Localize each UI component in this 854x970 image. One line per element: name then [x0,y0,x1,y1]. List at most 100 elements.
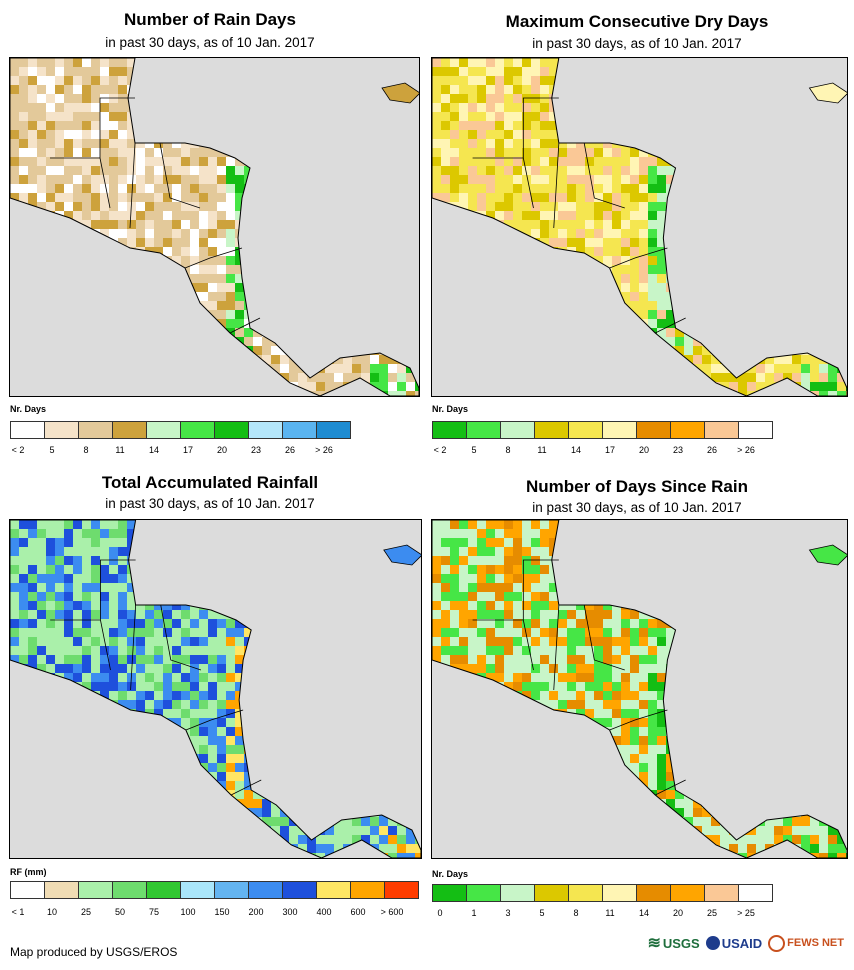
legend-swatch [215,422,249,438]
legend-tick-label: 400 [316,907,332,917]
legend-tick-label: 23 [250,445,262,455]
panel-title: Number of Rain Days [124,10,296,29]
jamaica-island [381,82,419,104]
legend-tick-label: 200 [248,907,264,917]
partner-logos: ≋ USGS USAID FEWS NET [647,933,844,953]
coastline [432,58,847,396]
land-grid [10,520,421,858]
panel-consecutive-dry-days: Maximum Consecutive Dry Days in past 30 … [427,0,848,460]
legend-colorbar [432,421,773,439]
legend-swatch [215,882,249,898]
coastline [10,520,421,858]
panel-accumulated-rainfall: Total Accumulated Rainfall in past 30 da… [0,465,422,925]
map-area [9,519,422,859]
usaid-seal-icon [705,936,720,950]
legend-swatch [113,422,147,438]
legend-swatch [45,422,79,438]
legend-tick-label: 20 [216,445,228,455]
legend-swatch [671,885,705,901]
map-area [431,519,848,859]
legend-tick-label: 14 [638,908,650,918]
legend-tick-label: 23 [672,445,684,455]
panel-title: Maximum Consecutive Dry Days [505,12,769,31]
map-area [431,57,848,397]
fewsnet-logo: FEWS NET [768,934,844,952]
legend-swatch [113,882,147,898]
legend-swatch [603,885,637,901]
legend-tick-label: 20 [638,445,650,455]
legend-tick-label: > 25 [737,908,755,918]
panel-subtitle: in past 30 days, as of 10 Jan. 2017 [105,496,315,511]
country-borders [50,97,261,334]
legend-swatch [181,422,215,438]
legend-swatch [351,882,385,898]
legend-tick-label: > 600 [380,907,404,917]
legend-tick-label: 8 [83,445,89,455]
legend-tick-label: 20 [672,908,684,918]
legend-tick-label: 26 [706,445,718,455]
panel-title: Number of Days Since Rain [525,477,748,496]
legend-tick-label: > 26 [315,445,333,455]
legend-swatch [181,882,215,898]
legend-tick-label: < 2 [11,445,25,455]
legend-swatch [249,422,283,438]
legend-swatch [249,882,283,898]
legend-swatch [637,422,671,438]
legend-tick-label: 8 [573,908,579,918]
legend-tick-label: 10 [46,907,58,917]
legend-tick-label: 0 [437,908,443,918]
jamaica-island [808,82,847,104]
land-grid [10,58,419,396]
legend-tick-label: < 2 [433,445,447,455]
legend-swatch [433,885,467,901]
legend-tick-label: 5 [49,445,55,455]
legend-swatch [317,422,350,438]
country-borders [472,97,686,334]
legend-tick-label: 1 [471,908,477,918]
legend-tick-label: 600 [350,907,366,917]
legend-swatch [569,422,603,438]
legend-tick-label: 11 [537,445,547,455]
legend-tick-label: 17 [182,445,194,455]
legend-tick-label: 3 [505,908,511,918]
legend-swatch [739,885,772,901]
legend-swatch [433,422,467,438]
jamaica-island [808,544,847,566]
legend-tick-label: 25 [706,908,718,918]
legend-swatch [501,885,535,901]
legend-tick-label: 75 [148,907,160,917]
country-borders [50,559,262,796]
legend-swatch [739,422,772,438]
legend-swatch [705,422,739,438]
legend-label: Nr. Days [432,404,469,414]
legend-tick-label: 11 [605,908,615,918]
legend-swatch [467,422,501,438]
legend-swatch [317,882,351,898]
coastline [10,58,419,396]
legend-tick-label: 50 [114,907,126,917]
legend-label: Nr. Days [432,869,469,879]
legend-swatch [45,882,79,898]
country-borders [472,559,686,796]
legend-tick-label: 100 [180,907,196,917]
legend-swatch [283,882,317,898]
legend-swatch [705,885,739,901]
legend-tick-label: > 26 [737,445,755,455]
panel-subtitle: in past 30 days, as of 10 Jan. 2017 [105,35,315,50]
usgs-logo: ≋ USGS [647,935,700,952]
legend-swatch [535,885,569,901]
legend-colorbar [10,881,419,899]
legend-tick-label: 14 [570,445,582,455]
legend-tick-label: 300 [282,907,298,917]
panel-title: Total Accumulated Rainfall [101,473,319,492]
legend-tick-label: 8 [505,445,511,455]
panel-subtitle: in past 30 days, as of 10 Jan. 2017 [532,36,742,51]
jamaica-island [383,544,421,566]
legend-swatch [11,882,45,898]
legend-tick-label: 14 [148,445,160,455]
legend-swatch [637,885,671,901]
legend-tick-label: 5 [539,908,545,918]
legend-tick-label: < 1 [11,907,25,917]
legend-tick-label: 11 [115,445,125,455]
legend-swatch [603,422,637,438]
